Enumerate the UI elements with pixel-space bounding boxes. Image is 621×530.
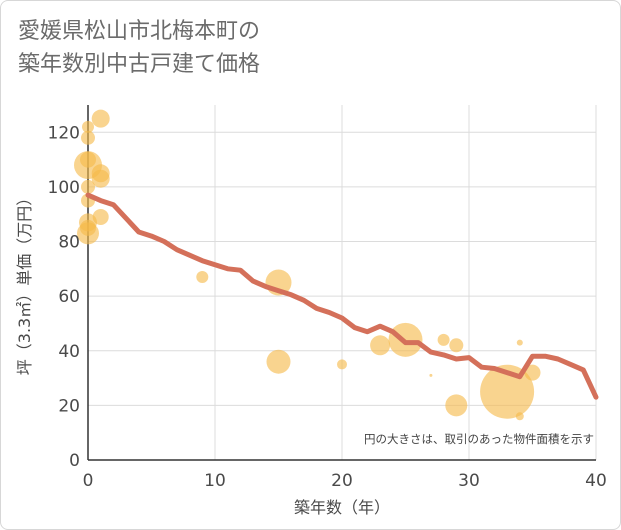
x-tick-label: 30 bbox=[458, 471, 480, 491]
y-tick-label: 80 bbox=[58, 233, 80, 253]
data-bubble bbox=[429, 373, 433, 377]
data-bubble bbox=[449, 338, 464, 353]
y-tick-label: 20 bbox=[58, 396, 80, 416]
y-tick-label: 100 bbox=[48, 178, 80, 198]
data-bubble bbox=[80, 151, 96, 168]
data-bubble bbox=[445, 394, 468, 417]
y-axis-title: 坪（3.3㎡）単価（万円） bbox=[15, 190, 34, 375]
data-bubble bbox=[516, 339, 523, 346]
data-bubble bbox=[91, 109, 110, 128]
data-bubble bbox=[437, 333, 450, 346]
x-tick-label: 20 bbox=[331, 471, 353, 491]
data-bubble bbox=[82, 120, 94, 133]
chart-title-line-1: 愛媛県松山市北梅本町の bbox=[18, 19, 261, 44]
data-bubble bbox=[337, 359, 347, 370]
x-tick-label: 10 bbox=[204, 471, 226, 491]
y-tick-label: 0 bbox=[69, 451, 80, 471]
y-tick-label: 40 bbox=[58, 342, 80, 362]
y-tick-label: 120 bbox=[48, 123, 80, 143]
data-bubble bbox=[80, 219, 96, 236]
x-axis-title: 築年数（年） bbox=[294, 498, 390, 517]
bubbles bbox=[74, 109, 541, 421]
chart-title-line-2: 築年数別中古戸建て価格 bbox=[18, 52, 261, 77]
trend-line bbox=[85, 192, 599, 400]
size-note: 円の大きさは、取引のあった物件面積を示す bbox=[364, 432, 594, 446]
data-bubble bbox=[81, 179, 95, 194]
data-bubble bbox=[266, 349, 291, 374]
data-bubble bbox=[370, 335, 391, 356]
data-bubble bbox=[196, 271, 209, 284]
x-tick-label: 0 bbox=[83, 471, 94, 491]
axis-text: 0 20 40 60 80 100 120 0 10 20 30 40 築年数（年） 坪（3.3㎡）単価（… bbox=[15, 123, 607, 517]
x-tick-label: 40 bbox=[585, 471, 607, 491]
trend-line-layer bbox=[85, 192, 599, 400]
data-bubble bbox=[515, 412, 524, 421]
data-bubble bbox=[91, 169, 110, 188]
y-tick-label: 60 bbox=[58, 287, 80, 307]
data-bubble bbox=[524, 364, 541, 381]
chart-title: 愛媛県松山市北梅本町の 築年数別中古戸建て価格 bbox=[18, 15, 438, 81]
data-bubble bbox=[81, 130, 95, 145]
data-bubble bbox=[92, 208, 109, 225]
